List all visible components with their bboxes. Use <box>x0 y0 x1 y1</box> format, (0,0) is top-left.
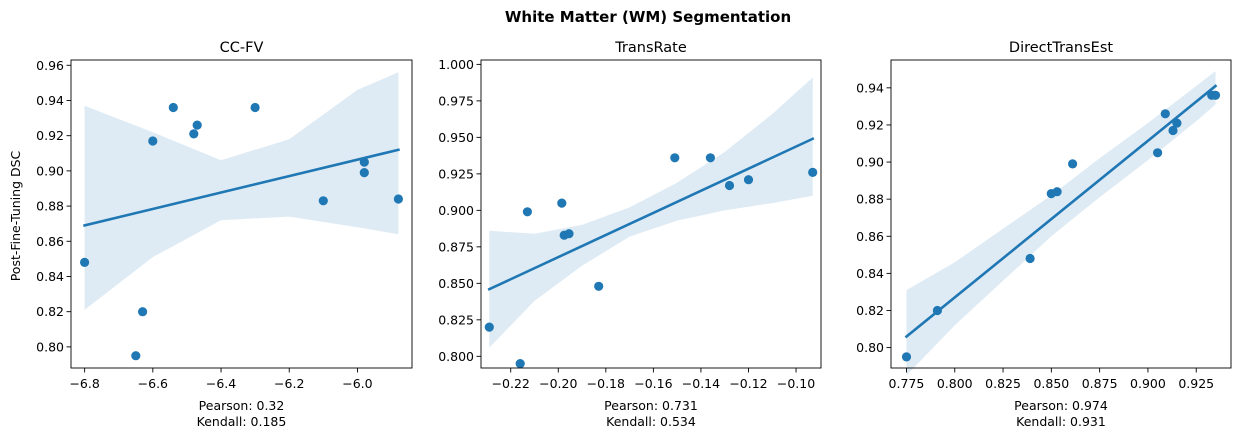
data-point <box>138 307 148 317</box>
pearson-annotation: Pearson: 0.32 <box>199 398 285 413</box>
regression-line <box>904 84 1218 339</box>
regression-line <box>487 137 815 291</box>
y-tick-label: 0.82 <box>856 303 884 318</box>
x-tick-label: 0.875 <box>1082 376 1118 391</box>
data-point <box>318 196 328 206</box>
x-tick-label: −0.18 <box>587 376 625 391</box>
data-point <box>1210 90 1221 100</box>
data-point <box>522 207 533 217</box>
y-tick-label: 0.88 <box>36 199 64 214</box>
x-tick-label: −6.2 <box>274 376 304 391</box>
y-tick-label: 0.975 <box>438 93 474 108</box>
pearson-annotation: Pearson: 0.974 <box>1014 398 1108 413</box>
y-tick-label: 0.825 <box>438 312 474 327</box>
data-point <box>808 167 818 177</box>
x-tick-label: −0.10 <box>777 376 815 391</box>
data-point <box>557 198 567 208</box>
y-tick-label: 0.94 <box>36 93 64 108</box>
data-point <box>484 322 494 332</box>
y-tick-label: 0.90 <box>856 155 884 170</box>
confidence-band <box>906 71 1216 376</box>
data-point <box>393 194 403 204</box>
y-tick-label: 0.900 <box>438 203 474 218</box>
data-point <box>1052 187 1062 197</box>
panel-title: CC-FV <box>220 40 264 56</box>
y-tick-label: 0.92 <box>856 117 884 132</box>
data-point <box>705 153 716 163</box>
regression-line <box>83 148 400 227</box>
axes-frame <box>480 59 822 369</box>
panel-title: DirectTransEst <box>1009 40 1113 56</box>
y-tick-label: 0.84 <box>36 269 64 284</box>
data-point <box>515 359 525 369</box>
data-point <box>1160 109 1170 119</box>
y-tick-label: 0.86 <box>856 229 884 244</box>
x-tick-label: 0.775 <box>889 376 925 391</box>
data-point <box>743 175 754 185</box>
y-tick-label: 0.84 <box>856 266 884 281</box>
data-point <box>192 120 202 130</box>
y-tick-label: 0.80 <box>36 339 64 354</box>
pearson-annotation: Pearson: 0.731 <box>604 398 698 413</box>
panel-directtransest: DirectTransEst Pearson: 0.974 Kendall: 0… <box>856 40 1232 429</box>
y-tick-label: 1.000 <box>438 57 474 72</box>
x-tick-label: 0.850 <box>1033 376 1069 391</box>
y-tick-label: 0.82 <box>36 304 64 319</box>
x-tick-label: −0.12 <box>729 376 767 391</box>
panel-transrate: TransRate Pearson: 0.731 Kendall: 0.534 … <box>438 40 822 429</box>
data-point <box>724 180 735 191</box>
y-tick-label: 0.925 <box>438 166 474 181</box>
data-point <box>189 129 199 139</box>
x-tick-label: −0.16 <box>634 376 672 391</box>
panel-title: TransRate <box>614 40 687 56</box>
x-tick-label: −6.4 <box>206 376 236 391</box>
data-point <box>564 229 574 239</box>
confidence-band <box>489 77 813 348</box>
x-tick-label: −0.22 <box>492 376 530 391</box>
x-tick-label: −6.6 <box>138 376 168 391</box>
data-point <box>1025 253 1035 264</box>
y-tick-label: 0.850 <box>438 276 474 291</box>
figure-title: White Matter (WM) Segmentation <box>505 8 791 26</box>
y-tick-label: 0.90 <box>36 163 64 178</box>
kendall-annotation: Kendall: 0.185 <box>197 414 287 429</box>
data-point <box>131 351 141 361</box>
axes-frame <box>890 59 1232 369</box>
x-tick-label: 0.825 <box>985 376 1021 391</box>
data-point <box>594 281 604 291</box>
y-tick-label: 0.88 <box>856 192 884 207</box>
y-tick-label: 0.86 <box>36 234 64 249</box>
data-point <box>359 168 369 178</box>
data-point <box>1168 125 1178 136</box>
data-point <box>1068 159 1078 169</box>
kendall-annotation: Kendall: 0.534 <box>606 414 696 429</box>
data-point <box>148 136 158 146</box>
x-tick-label: −0.20 <box>539 376 577 391</box>
data-point <box>250 102 260 113</box>
data-point <box>1153 148 1163 158</box>
y-tick-label: 0.800 <box>438 349 474 364</box>
y-tick-label: 0.94 <box>856 80 884 95</box>
y-axis-label: Post-Fine-Tuning DSC <box>8 150 23 281</box>
y-tick-label: 0.80 <box>856 340 884 355</box>
x-tick-label: 0.800 <box>937 376 973 391</box>
x-tick-label: −6.0 <box>342 376 372 391</box>
x-tick-label: 0.925 <box>1178 376 1214 391</box>
axes-frame <box>70 59 413 369</box>
y-tick-label: 0.92 <box>36 128 64 143</box>
x-tick-label: −6.8 <box>69 376 99 391</box>
y-tick-label: 0.96 <box>36 58 64 73</box>
y-tick-label: 0.875 <box>438 239 474 254</box>
data-point <box>168 102 178 113</box>
kendall-annotation: Kendall: 0.931 <box>1016 414 1106 429</box>
data-point <box>670 153 680 163</box>
panel-cc-fv: CC-FV Post-Fine-Tuning DSC Pearson: 0.32… <box>8 40 413 429</box>
x-tick-label: 0.900 <box>1130 376 1166 391</box>
x-tick-label: −0.14 <box>682 376 720 391</box>
y-tick-label: 0.950 <box>438 130 474 145</box>
confidence-band <box>84 72 399 310</box>
data-point <box>80 257 90 267</box>
data-point <box>901 352 912 362</box>
